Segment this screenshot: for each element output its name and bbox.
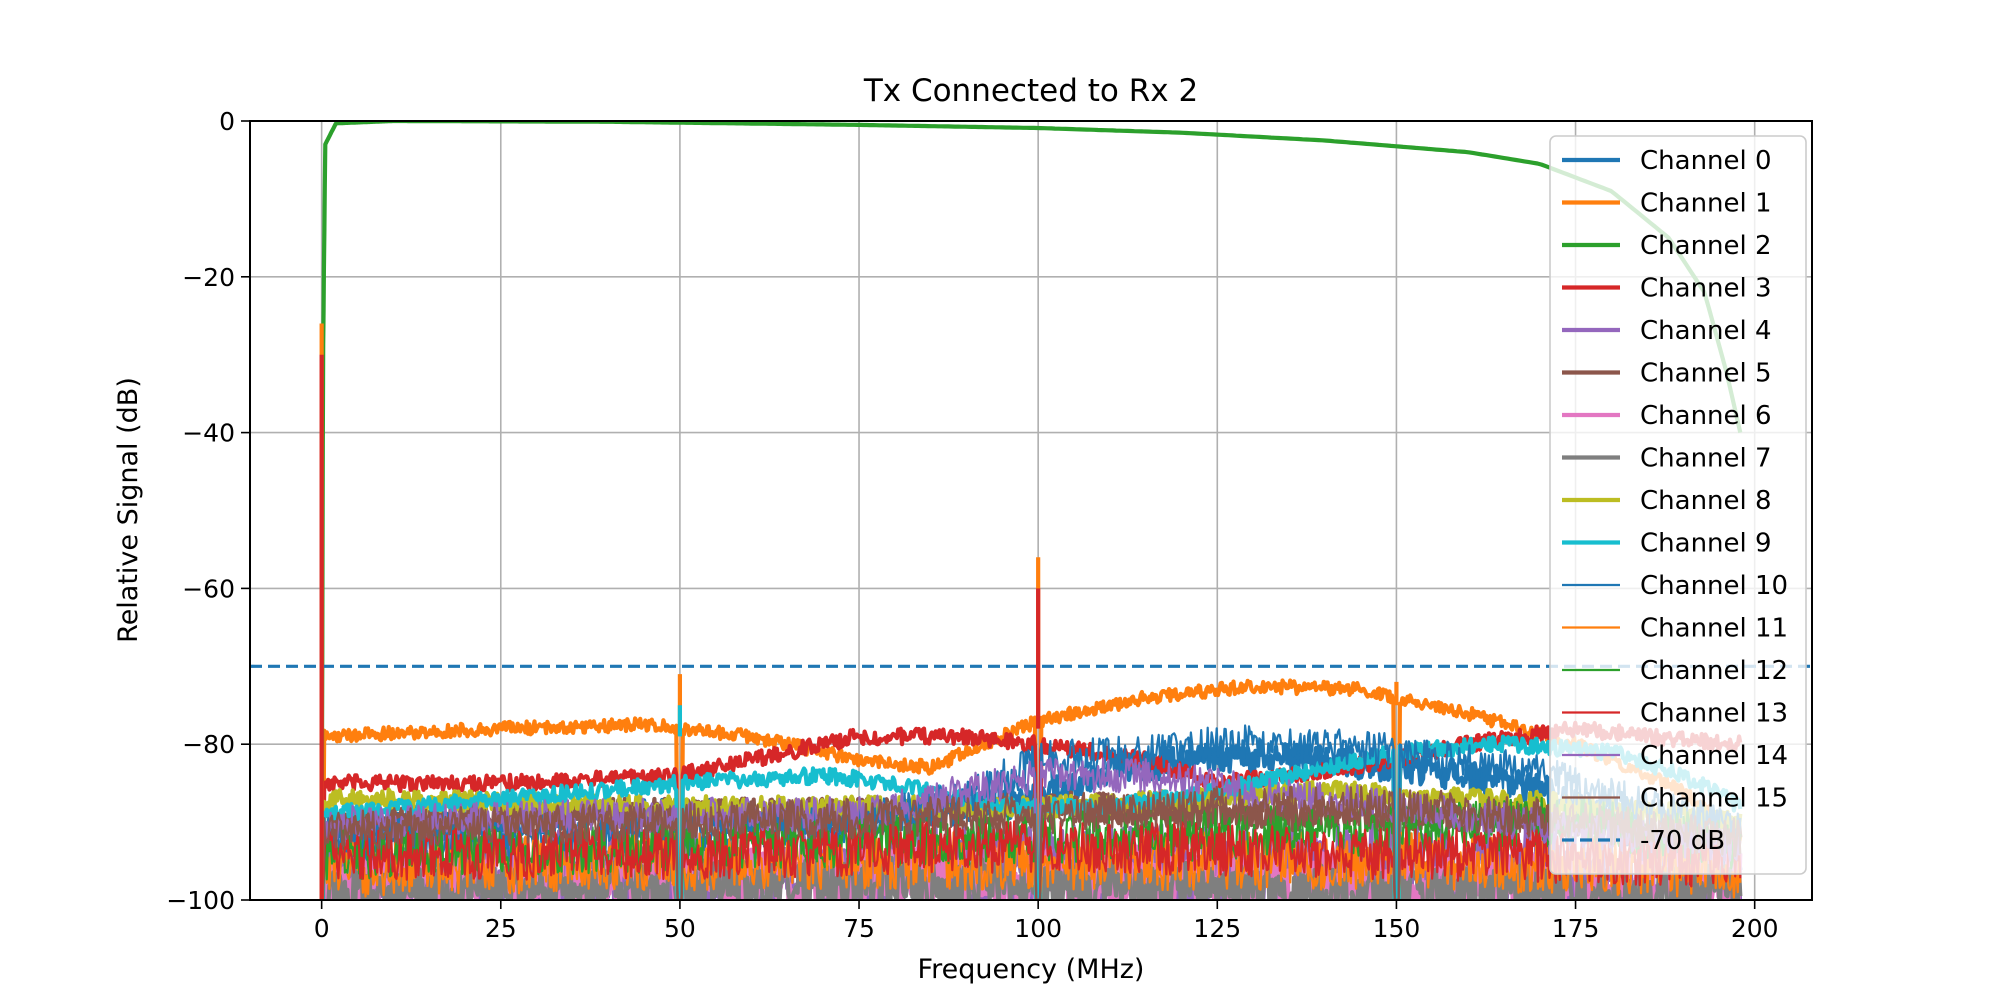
legend-label: Channel 14 xyxy=(1640,741,1788,771)
x-tick-label: 50 xyxy=(664,914,696,943)
x-axis-ticks: 0 25 50 75 100 125 150 175 200 xyxy=(314,900,1779,943)
y-tick-label: −80 xyxy=(182,730,235,759)
legend-label: Channel 6 xyxy=(1640,401,1772,431)
series-line-9 xyxy=(320,734,1743,900)
legend-label: Channel 7 xyxy=(1640,444,1772,474)
x-tick-label: 125 xyxy=(1193,914,1241,943)
legend-label: Channel 10 xyxy=(1640,571,1788,601)
x-tick-label: 75 xyxy=(843,914,875,943)
y-tick-label: −20 xyxy=(182,263,235,292)
legend-label: Channel 4 xyxy=(1640,316,1772,346)
y-tick-label: 0 xyxy=(219,107,235,136)
legend-label: Channel 11 xyxy=(1640,614,1788,644)
x-tick-label: 150 xyxy=(1373,914,1421,943)
x-axis-label: Frequency (MHz) xyxy=(918,954,1145,985)
legend-label: Channel 2 xyxy=(1640,231,1772,261)
legend-box xyxy=(1549,135,1807,875)
legend-label: Channel 0 xyxy=(1640,146,1772,176)
legend: Channel 0 Channel 1 Channel 2 Channel 3 Chan… xyxy=(1549,135,1807,875)
series-line-15 xyxy=(321,785,1742,900)
series-line-13 xyxy=(321,819,1742,900)
legend-label: Channel 1 xyxy=(1640,189,1772,219)
legend-label: Channel 5 xyxy=(1640,359,1772,389)
y-tick-label: −100 xyxy=(166,886,235,915)
series-line-2 xyxy=(319,121,1743,900)
axes-frame xyxy=(249,120,1813,901)
legend-label: Channel 15 xyxy=(1640,784,1788,814)
legend-label: -70 dB xyxy=(1640,826,1725,856)
x-tick-label: 175 xyxy=(1552,914,1600,943)
legend-label: Channel 13 xyxy=(1640,699,1788,729)
y-axis-label: Relative Signal (dB) xyxy=(113,377,144,643)
y-axis-ticks: 0 −20 −40 −60 −80 −100 xyxy=(166,107,250,915)
legend-label: Channel 9 xyxy=(1640,529,1772,559)
legend-label: Channel 8 xyxy=(1640,486,1772,516)
x-tick-label: 0 xyxy=(314,914,330,943)
x-tick-label: 100 xyxy=(1014,914,1062,943)
y-tick-label: −60 xyxy=(182,574,235,603)
y-tick-label: −40 xyxy=(182,419,235,448)
legend-label: Channel 12 xyxy=(1640,656,1788,686)
chart-title: Tx Connected to Rx 2 xyxy=(863,73,1198,109)
x-tick-label: 25 xyxy=(485,914,517,943)
legend-label: Channel 3 xyxy=(1640,274,1772,304)
series-line-1 xyxy=(320,678,1743,900)
x-tick-label: 200 xyxy=(1731,914,1779,943)
